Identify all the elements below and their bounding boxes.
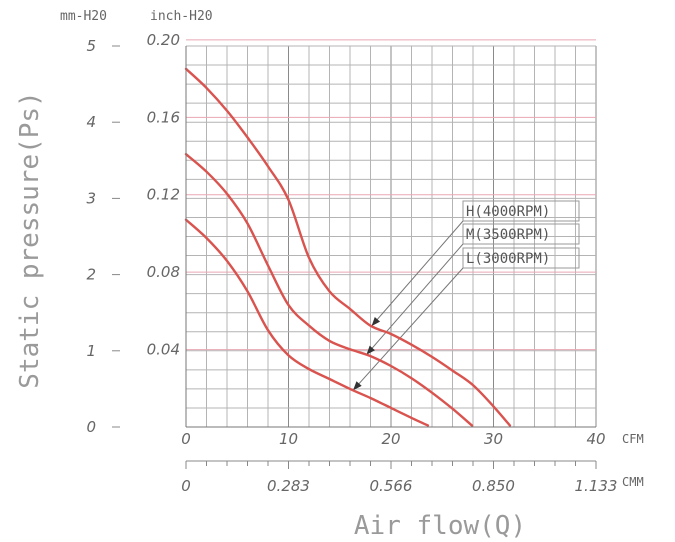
series-line	[184, 153, 474, 427]
y-tick-label-mm: 4	[86, 113, 96, 131]
y-tick-label-inch: 0.16	[147, 108, 180, 126]
legend-arrowhead	[371, 316, 381, 327]
legend-box	[462, 247, 580, 269]
y-tick-label-mm: 1	[86, 342, 96, 360]
y-tick-label-inch: 0.20	[147, 31, 180, 49]
y-axis-title: Static pressure(Ps)	[15, 91, 45, 388]
y-tick-label-inch: 0.08	[147, 263, 180, 281]
x-tick-label-cfm: 30	[484, 430, 503, 448]
legend-arrowhead	[353, 381, 362, 391]
y-unit-mm: mm-H20	[60, 9, 107, 24]
x-tick-label-cmm: 0.283	[267, 477, 310, 495]
legend-leaders	[352, 200, 580, 391]
x-tick-label-cmm: 1.133	[575, 477, 618, 495]
y-tick-label-mm: 2	[86, 266, 96, 284]
x-axis-title: Air flow(Q)	[354, 511, 526, 541]
legend-leader-line	[366, 243, 464, 356]
legend-box	[462, 200, 580, 222]
x-tick-label-cfm: 0	[181, 430, 191, 448]
legend-leader-line	[352, 267, 464, 391]
y-unit-inch: inch-H20	[150, 9, 213, 24]
x-tick-label-cmm: 0.850	[472, 477, 515, 495]
y-tick-label-mm: 5	[86, 37, 96, 55]
y-tick-label-inch: 0.04	[147, 341, 180, 359]
x-tick-label-cfm: 40	[586, 430, 605, 448]
legend-label: H(4000RPM)	[466, 204, 550, 220]
x-tick-label-cfm: 10	[279, 430, 298, 448]
series-curves	[184, 67, 512, 427]
x-unit-cfm: CFM	[622, 432, 644, 446]
x-unit-cmm: CMM	[622, 475, 644, 489]
labels: 0 1 2 3 4 5 0.04 0.08 0.12 0.16 0.20 mm-H20 inch-H20…	[15, 9, 644, 541]
y-tick-label-mm: 0	[86, 418, 96, 436]
series-line	[184, 218, 430, 427]
legend-leader-line	[371, 220, 464, 327]
axes	[112, 45, 597, 469]
x-tick-label-cmm: 0	[181, 477, 191, 495]
y-tick-label-mm: 3	[86, 189, 96, 207]
x-tick-label-cmm: 0.566	[370, 477, 413, 495]
legend-label: L(3000RPM)	[466, 251, 550, 267]
legend-label: M(3500RPM)	[466, 227, 550, 243]
series-line	[184, 67, 512, 427]
legend-box	[462, 223, 580, 245]
x-tick-label-cfm: 20	[381, 430, 400, 448]
legend-arrowhead	[366, 345, 375, 355]
grid	[185, 39, 597, 428]
y-tick-label-inch: 0.12	[147, 186, 180, 204]
